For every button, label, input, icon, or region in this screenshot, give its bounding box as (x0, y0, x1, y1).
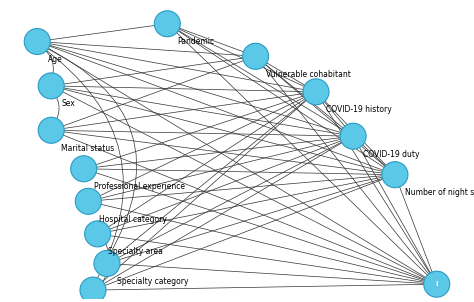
Ellipse shape (340, 123, 366, 149)
Ellipse shape (155, 11, 180, 37)
Text: I: I (436, 281, 438, 287)
Ellipse shape (80, 277, 106, 302)
Ellipse shape (94, 250, 120, 276)
Text: Specialty area: Specialty area (108, 247, 163, 256)
Text: Sex: Sex (62, 99, 75, 108)
Ellipse shape (382, 162, 408, 188)
Ellipse shape (75, 188, 101, 214)
Text: COVID-19 duty: COVID-19 duty (364, 149, 420, 159)
Ellipse shape (424, 271, 450, 297)
Ellipse shape (303, 79, 329, 105)
Ellipse shape (85, 221, 110, 247)
Text: Hospital category: Hospital category (99, 215, 166, 224)
Text: Number of night shifts: Number of night shifts (405, 188, 474, 197)
Text: Pandemic: Pandemic (178, 37, 215, 46)
Text: Marital status: Marital status (62, 144, 115, 153)
Text: Age: Age (47, 55, 62, 64)
Ellipse shape (243, 43, 269, 69)
Text: Professional experience: Professional experience (94, 182, 185, 191)
Ellipse shape (71, 156, 97, 182)
Text: COVID-19 history: COVID-19 history (326, 105, 392, 114)
Text: Specialty category: Specialty category (117, 277, 189, 286)
Ellipse shape (24, 28, 50, 54)
Text: Vulnerable cohabitant: Vulnerable cohabitant (266, 69, 351, 79)
Ellipse shape (38, 73, 64, 99)
Ellipse shape (38, 117, 64, 143)
